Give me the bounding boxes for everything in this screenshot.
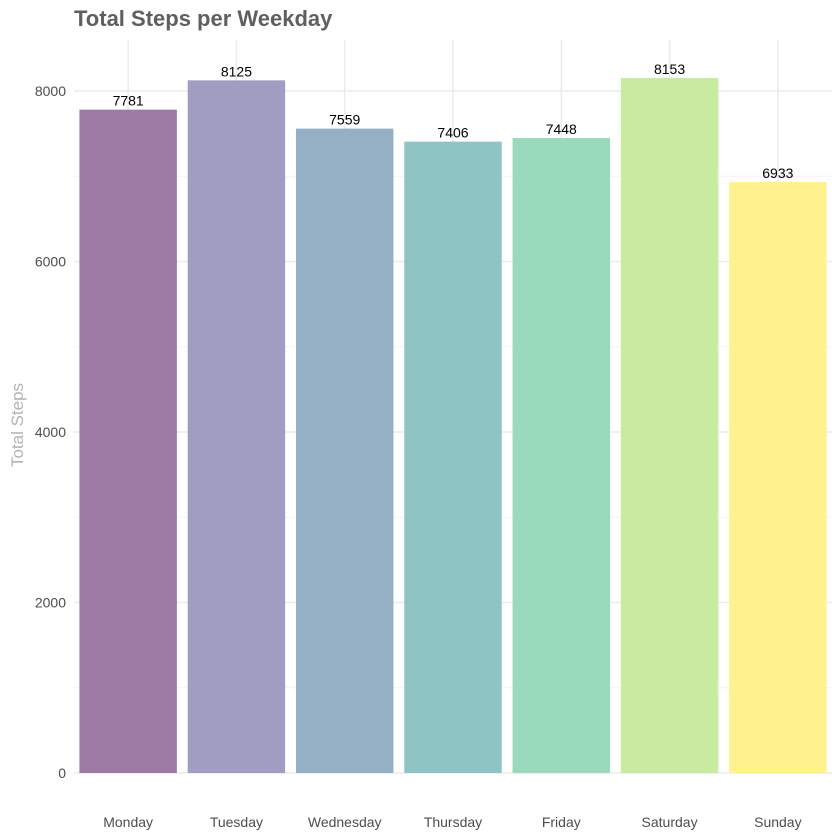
y-tick-label: 6000 [35,254,66,270]
bar-monday [79,109,177,774]
y-axis-label: Total Steps [8,383,27,467]
x-tick-label-wednesday: Wednesday [308,814,382,830]
x-tick-label-thursday: Thursday [424,814,482,830]
data-labels-layer: 7781 8125 7559 7406 7448 8153 6933 [113,61,794,181]
y-tick-label: 4000 [35,424,66,440]
bar-wednesday [295,128,394,774]
chart-title: Total Steps per Weekday [74,6,333,31]
x-tick-label-monday: Monday [103,814,153,830]
data-label-sunday: 6933 [762,165,793,181]
y-axis-ticks: 0 2000 4000 6000 8000 [35,83,66,781]
x-tick-label-saturday: Saturday [642,814,698,830]
y-tick-label: 0 [58,765,66,781]
bar-sunday [729,181,827,774]
x-tick-label-tuesday: Tuesday [210,814,263,830]
bar-friday [512,138,611,774]
bars-layer [79,77,827,774]
data-label-monday: 7781 [113,93,144,109]
y-tick-label: 2000 [35,595,66,611]
data-label-friday: 7448 [546,121,577,137]
bar-thursday [404,141,502,774]
bar-tuesday [187,80,286,773]
bar-saturday [620,77,719,774]
x-axis-ticks: Monday Tuesday Wednesday Thursday Friday Satu… [103,814,801,830]
x-tick-label-sunday: Sunday [754,814,801,830]
data-label-saturday: 8153 [654,61,685,77]
data-label-tuesday: 8125 [221,63,252,79]
data-label-thursday: 7406 [437,125,468,141]
data-label-wednesday: 7559 [329,112,360,128]
x-tick-label-friday: Friday [542,814,581,830]
y-tick-label: 8000 [35,83,66,99]
